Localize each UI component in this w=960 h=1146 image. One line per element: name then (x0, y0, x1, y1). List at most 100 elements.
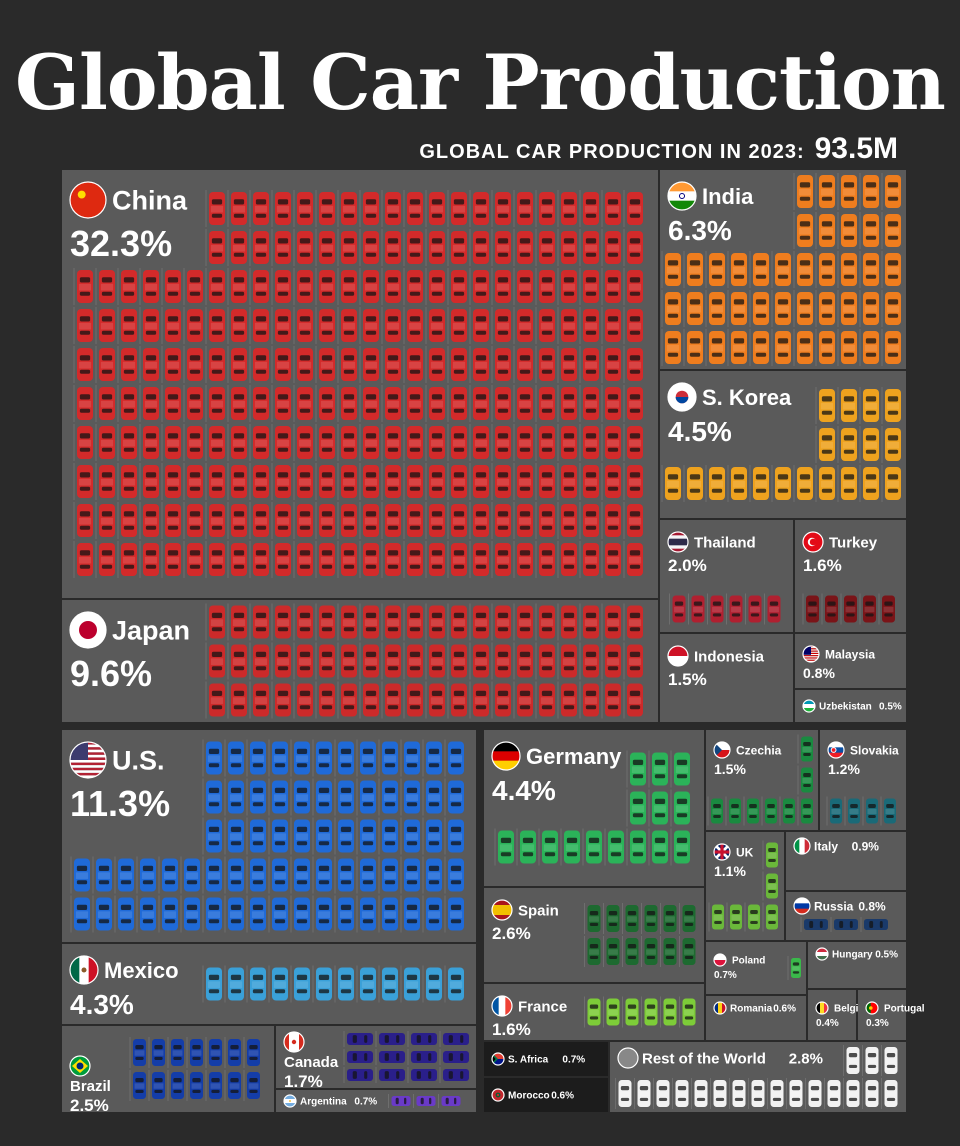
tile-background (484, 1078, 608, 1112)
car-icon (140, 858, 156, 892)
car-icon (385, 270, 401, 303)
country-name: Slovakia (850, 743, 899, 757)
car-icon (473, 683, 489, 717)
car-icon (209, 192, 225, 225)
car-icon (121, 426, 137, 459)
car-icon (517, 231, 533, 264)
car-icon (583, 644, 599, 678)
car-icon (341, 465, 357, 498)
label-rest-of-the-world: Rest of the World 2.8% (617, 1047, 823, 1069)
car-icon (404, 741, 420, 775)
car-icon (495, 426, 511, 459)
car-icon (885, 428, 901, 461)
car-icon (775, 292, 791, 325)
car-icon (608, 830, 624, 864)
car-icon (247, 1039, 260, 1066)
cars-argentina (388, 1094, 461, 1108)
car-icon (451, 543, 467, 576)
car-icon (385, 387, 401, 420)
car-icon (341, 309, 357, 342)
car-icon (644, 998, 658, 1026)
car-icon (382, 819, 398, 853)
country-name: Indonesia (694, 648, 765, 665)
car-icon (250, 780, 266, 814)
car-icon (297, 192, 313, 225)
car-icon (561, 605, 577, 639)
car-icon (587, 938, 601, 965)
country-name: India (702, 184, 754, 209)
car-icon (382, 897, 398, 931)
car-icon (121, 270, 137, 303)
car-icon (187, 348, 203, 381)
car-icon (253, 605, 269, 639)
car-icon (407, 426, 423, 459)
label-mexico: Mexico 4.3% (69, 955, 179, 1020)
car-icon (206, 858, 222, 892)
car-icon (297, 543, 313, 576)
car-icon (360, 967, 376, 1001)
tile-rest-of-the-world: Rest of the World 2.8% (610, 1042, 906, 1112)
car-icon (863, 253, 879, 286)
car-icon (495, 192, 511, 225)
page-title: Global Car Production (15, 38, 946, 127)
car-icon (338, 780, 354, 814)
car-icon (729, 595, 743, 623)
car-icon (539, 192, 555, 225)
car-icon (448, 780, 464, 814)
label-indonesia: Indonesia 1.5% (667, 645, 765, 689)
car-icon (165, 270, 181, 303)
car-icon (694, 1080, 708, 1107)
car-icon (561, 309, 577, 342)
car-icon (385, 192, 401, 225)
car-icon (363, 426, 379, 459)
car-icon (407, 231, 423, 264)
car-icon (863, 389, 879, 422)
car-icon (627, 683, 643, 717)
car-icon (385, 231, 401, 264)
car-icon (441, 1096, 461, 1106)
country-name: S. Korea (702, 385, 792, 410)
car-icon (583, 504, 599, 537)
car-icon (209, 683, 225, 717)
car-icon (404, 819, 420, 853)
car-icon (827, 1080, 841, 1107)
car-icon (275, 504, 291, 537)
car-icon (637, 1080, 651, 1107)
tile-malaysia: Malaysia 0.8% (795, 634, 906, 688)
car-icon (385, 426, 401, 459)
car-icon (385, 543, 401, 576)
car-icon (747, 798, 759, 824)
car-icon (363, 231, 379, 264)
car-icon (275, 348, 291, 381)
car-icon (275, 270, 291, 303)
car-icon (606, 938, 620, 965)
car-icon (539, 270, 555, 303)
car-icon (587, 905, 601, 932)
car-icon (275, 683, 291, 717)
car-icon (517, 605, 533, 639)
car-icon (448, 858, 464, 892)
car-icon (775, 253, 791, 286)
tile-uk: UK 1.1% (706, 832, 784, 940)
cars-uk (708, 840, 778, 932)
car-icon (316, 897, 332, 931)
tile-mexico: Mexico 4.3% (62, 944, 476, 1024)
car-icon (625, 938, 639, 965)
country-name: Malaysia (825, 647, 875, 661)
cars-india (661, 173, 901, 366)
car-icon (209, 231, 225, 264)
label-india: India 6.3% (667, 181, 754, 246)
car-icon (656, 1080, 670, 1107)
car-icon (674, 830, 690, 864)
car-icon (687, 467, 703, 500)
car-icon (165, 348, 181, 381)
tile-india: India 6.3% (660, 170, 906, 369)
car-icon (275, 192, 291, 225)
car-icon (583, 387, 599, 420)
car-icon (209, 605, 225, 639)
car-icon (152, 1039, 165, 1066)
car-icon (253, 270, 269, 303)
country-name: Canada (284, 1054, 339, 1071)
country-name: Germany (526, 744, 622, 769)
